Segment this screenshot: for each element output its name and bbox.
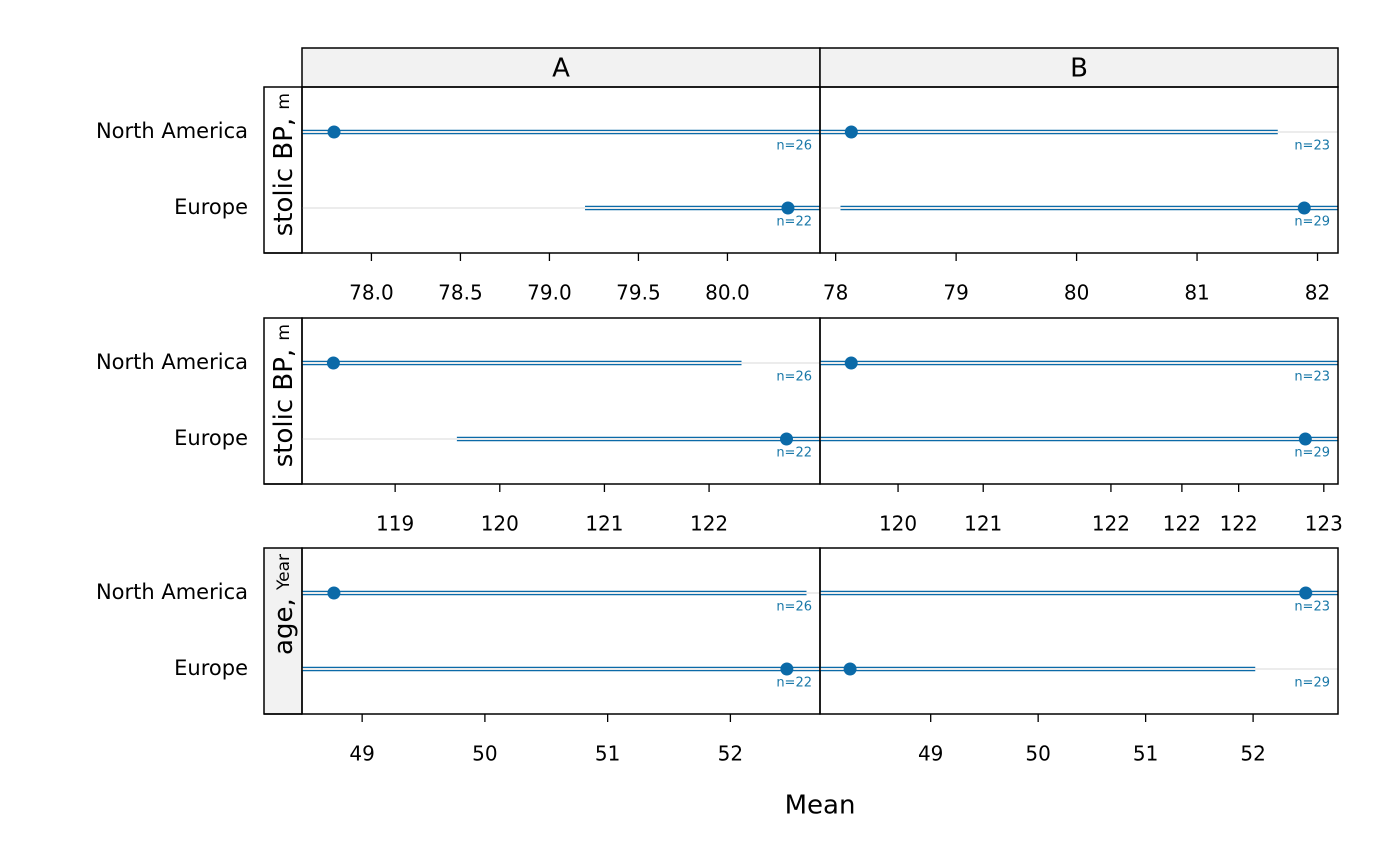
x-tick-label: 120 xyxy=(481,512,519,536)
row-strip-text: stolic BP, m xyxy=(269,93,299,236)
panel-border xyxy=(301,86,821,254)
point xyxy=(327,125,341,139)
panel-border xyxy=(301,547,821,715)
point xyxy=(780,662,794,676)
x-tick-label: 51 xyxy=(595,742,620,766)
point xyxy=(1299,586,1313,600)
x-tick-label: 120 xyxy=(879,512,917,536)
x-tick-label: 79 xyxy=(943,281,968,305)
n-label: n=23 xyxy=(1294,600,1330,615)
n-label: n=29 xyxy=(1294,676,1330,691)
point xyxy=(844,125,858,139)
x-tick-label: 123 xyxy=(1305,512,1343,536)
x-tick-label: 49 xyxy=(918,742,943,766)
panel-border xyxy=(819,547,1339,715)
column-strip-label: B xyxy=(1070,54,1088,84)
row-strip-space xyxy=(269,341,299,349)
x-tick-label: 78.5 xyxy=(438,281,483,305)
x-tick-label: 79.5 xyxy=(616,281,661,305)
row-strip-space xyxy=(269,110,299,118)
x-tick-label: 78 xyxy=(823,281,848,305)
x-tick-label: 79.0 xyxy=(527,281,572,305)
x-tick-label: 52 xyxy=(718,742,743,766)
x-tick-label: 81 xyxy=(1184,281,1209,305)
x-tick-label: 121 xyxy=(964,512,1002,536)
n-label: n=29 xyxy=(1294,215,1330,230)
category-label: Europe xyxy=(174,195,248,219)
x-tick-label: 122 xyxy=(1163,512,1201,536)
n-label: n=26 xyxy=(776,600,812,615)
n-label: n=23 xyxy=(1294,370,1330,385)
category-label: North America xyxy=(96,350,248,374)
x-tick-label: 122 xyxy=(690,512,728,536)
x-tick-label: 49 xyxy=(349,742,374,766)
row-strip-label: stolic BP, m xyxy=(269,93,299,236)
row-strip-label: age, Year xyxy=(269,554,299,655)
x-tick-label: 78.0 xyxy=(349,281,394,305)
category-label: Europe xyxy=(174,426,248,450)
category-label: North America xyxy=(96,119,248,143)
x-tick-label: 119 xyxy=(376,512,414,536)
category-label: North America xyxy=(96,580,248,604)
n-label: n=22 xyxy=(776,215,812,230)
row-strip-main: stolic BP, xyxy=(269,118,299,236)
column-strip xyxy=(819,47,1339,88)
x-tick-label: 50 xyxy=(472,742,497,766)
n-label: n=26 xyxy=(776,139,812,154)
row-strip-space xyxy=(269,590,299,598)
n-label: n=22 xyxy=(776,446,812,461)
panel-border xyxy=(819,86,1339,254)
panel xyxy=(820,360,1338,442)
row-strip-unit: m xyxy=(274,324,294,341)
point xyxy=(844,356,858,370)
x-tick-label: 50 xyxy=(1025,742,1050,766)
panel-border xyxy=(301,317,821,485)
n-label: n=29 xyxy=(1294,446,1330,461)
panel xyxy=(302,360,820,442)
x-tick-label: 121 xyxy=(585,512,623,536)
point xyxy=(326,356,340,370)
point xyxy=(780,432,794,446)
x-tick-label: 51 xyxy=(1133,742,1158,766)
point xyxy=(327,586,341,600)
x-tick-label: 52 xyxy=(1240,742,1265,766)
row-strip-text: stolic BP, m xyxy=(269,324,299,467)
point xyxy=(1297,201,1311,215)
x-tick-label: 80 xyxy=(1064,281,1089,305)
panel xyxy=(302,129,820,211)
point xyxy=(781,201,795,215)
column-strip-label: A xyxy=(552,54,570,84)
column-strip xyxy=(301,47,821,88)
row-strip-main: age, xyxy=(269,598,299,655)
n-label: n=23 xyxy=(1294,139,1330,154)
row-strip-label: stolic BP, m xyxy=(269,324,299,467)
n-label: n=22 xyxy=(776,676,812,691)
category-label: Europe xyxy=(174,656,248,680)
row-strip-unit: Year xyxy=(274,554,294,591)
panel-border xyxy=(819,317,1339,485)
x-tick-label: 80.0 xyxy=(705,281,750,305)
x-axis-label: Mean xyxy=(785,791,856,821)
n-label: n=26 xyxy=(776,370,812,385)
x-tick-label: 122 xyxy=(1092,512,1130,536)
row-strip-main: stolic BP, xyxy=(269,349,299,467)
x-tick-label: 122 xyxy=(1220,512,1258,536)
point xyxy=(1298,432,1312,446)
point xyxy=(843,662,857,676)
x-tick-label: 82 xyxy=(1305,281,1330,305)
panel xyxy=(820,129,1338,211)
row-strip-unit: m xyxy=(274,93,294,110)
row-strip-text: age, Year xyxy=(269,554,299,655)
